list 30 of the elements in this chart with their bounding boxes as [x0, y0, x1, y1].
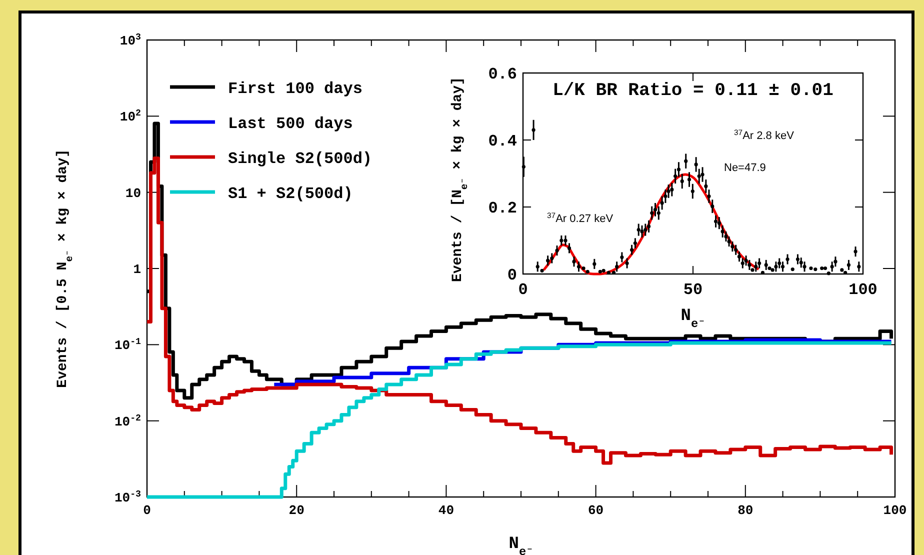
y-tick-label: 10$^{-3}$ [114, 488, 141, 506]
y-tick-label: 0.4 [488, 132, 518, 151]
annotation: $^{37}$Ar 0.27 keV [547, 210, 614, 225]
annotation: Ne=47.9 [724, 162, 766, 174]
legend-label: S1 + S2(500d) [228, 185, 353, 203]
x-tick-label: 80 [738, 503, 754, 518]
x-tick-label: 100 [848, 281, 878, 299]
y-tick-label: 0.6 [488, 66, 517, 84]
x-axis-title: N$_{e⁻}$ [508, 535, 534, 555]
y-tick-label: 0 [507, 266, 517, 285]
chart-title: L/K BR Ratio = 0.11 ± 0.01 [552, 81, 834, 101]
y-tick-label: 10$^{-1}$ [114, 336, 142, 354]
x-tick-label: 50 [683, 281, 703, 299]
y-tick-label: 1 [133, 262, 142, 278]
y-tick-label: 0.2 [488, 200, 517, 218]
legend-label: Last 500 days [228, 115, 353, 133]
y-tick-label: 10$^{2}$ [120, 107, 141, 125]
x-tick-label: 0 [518, 281, 528, 299]
x-tick-label: 60 [588, 503, 604, 518]
x-tick-label: 0 [143, 503, 152, 518]
y-tick-label: 10$^{-2}$ [114, 412, 141, 430]
x-axis-title: N$_{e⁻}$ [680, 307, 706, 331]
legend-label: First 100 days [228, 80, 362, 98]
x-tick-label: 20 [288, 503, 305, 518]
y-tick-label: 10$^{3}$ [120, 31, 141, 49]
x-tick-label: 40 [438, 503, 454, 518]
legend-label: Single S2(500d) [228, 150, 372, 168]
annotation: $^{37}$Ar 2.8 keV [734, 128, 795, 142]
y-tick-label: 10 [125, 186, 142, 201]
x-tick-label: 100 [883, 503, 907, 518]
